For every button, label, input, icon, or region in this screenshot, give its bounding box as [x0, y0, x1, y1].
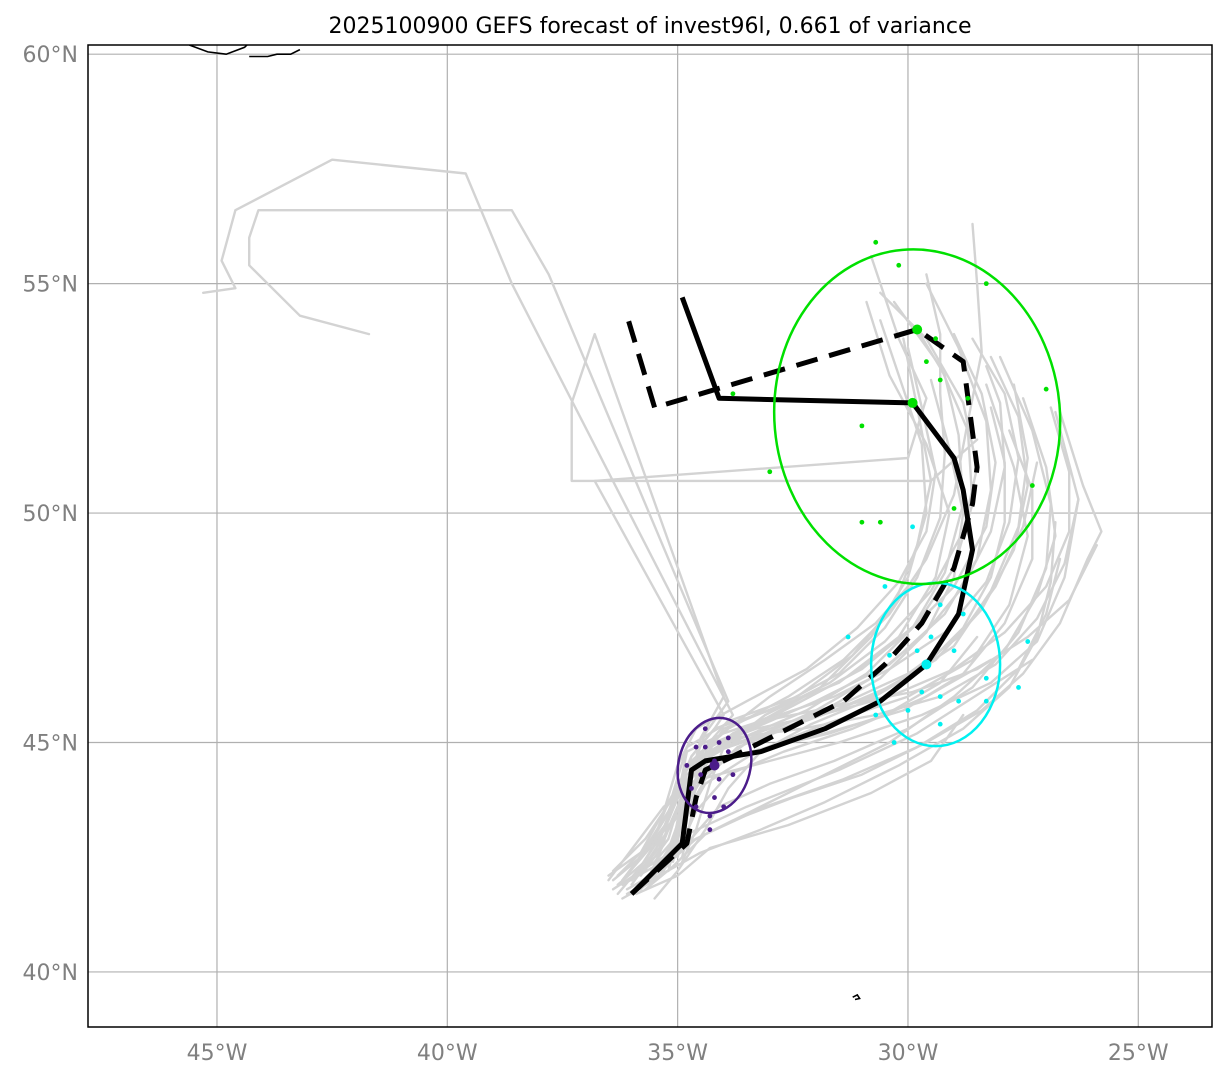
member-position-mid [1025, 639, 1031, 644]
member-position-mid [960, 611, 966, 617]
y-tick-label: 40°N [23, 961, 78, 986]
member-position-early [725, 735, 731, 741]
member-position-early [693, 804, 699, 810]
map-frame [87, 44, 1213, 1028]
member-track [681, 585, 910, 859]
y-tick-label: 45°N [23, 731, 78, 756]
member-position-mid [891, 740, 897, 745]
mean-position-early [709, 760, 720, 771]
uncertainty-ellipses [676, 239, 1062, 833]
member-track [644, 557, 1062, 891]
coastline-1 [249, 48, 301, 58]
member-position-early [707, 813, 713, 819]
member-position-mid [951, 648, 957, 654]
map-title: 2025100900 GEFS forecast of invest96l, 0… [329, 14, 972, 39]
coastline-0 [189, 45, 249, 56]
member-track [625, 521, 1057, 896]
member-track [621, 222, 983, 882]
member-position-mid [914, 648, 920, 654]
member-track [681, 291, 979, 863]
member-track [201, 158, 735, 868]
member-position-late [965, 395, 971, 401]
member-position-late [767, 469, 773, 475]
member-track [616, 406, 1071, 877]
member-position-mid [937, 602, 943, 608]
y-tick-label: 60°N [23, 43, 78, 68]
mean-track-dashed [624, 314, 980, 896]
member-position-early [702, 744, 708, 750]
member-position-mid [956, 698, 962, 704]
member-position-late [859, 519, 865, 525]
member-position-early [721, 804, 727, 810]
coastline-2 [852, 993, 861, 1001]
member-position-mid [882, 584, 888, 589]
ellipse-late [772, 248, 1062, 586]
member-position-early [716, 776, 722, 782]
member-position-late [873, 239, 879, 245]
member-position-early [693, 744, 699, 750]
x-tick-label: 45°W [187, 1041, 248, 1066]
plot-area [189, 45, 1103, 1001]
member-position-early [725, 749, 731, 755]
member-position-mid [983, 698, 989, 704]
member-track [611, 544, 1099, 882]
member-position-early [702, 726, 708, 732]
member-position-late [923, 359, 929, 365]
member-position-late [1043, 386, 1049, 392]
member-position-late [877, 519, 883, 525]
member-track [607, 346, 937, 877]
member-position-early [730, 772, 736, 778]
member-position-late [937, 377, 943, 383]
member-position-mid [905, 707, 911, 713]
y-tick-label: 50°N [23, 502, 78, 527]
coastlines [189, 45, 861, 1001]
ellipse-early [676, 716, 753, 815]
member-track [644, 337, 933, 886]
member-position-mid [845, 634, 851, 640]
mean-position-mid [921, 659, 932, 670]
member-position-late [933, 336, 939, 342]
x-tick-label: 25°W [1108, 1041, 1169, 1066]
member-position-late [730, 391, 736, 397]
member-position-early [712, 795, 717, 800]
member-track [593, 254, 928, 882]
member-position-late [983, 281, 989, 287]
axis-tick-labels: 45°W 40°W 35°W 30°W 25°W 60°N 55°N 50°N 45°N 40°N [23, 43, 1169, 1066]
member-position-mid [887, 652, 892, 658]
member-track [607, 410, 1080, 882]
member-position-early [689, 785, 694, 791]
member-track [653, 383, 1029, 873]
member-position-late [1029, 483, 1035, 488]
member-track [635, 713, 965, 896]
member-track [653, 406, 1006, 900]
member-position-early [716, 740, 722, 745]
member-position-mid [1016, 685, 1021, 690]
member-position-mid [910, 524, 915, 530]
member-position-early [684, 763, 690, 768]
member-position-early [698, 772, 704, 778]
member-position-late [896, 262, 902, 268]
member-position-mid [983, 675, 989, 681]
member-track [611, 300, 951, 873]
member-position-mid [937, 694, 943, 700]
member-position-late [859, 423, 865, 429]
y-tick-label: 55°N [23, 273, 78, 298]
mean-position-late [912, 324, 923, 335]
x-tick-label: 30°W [878, 1041, 939, 1066]
member-position-mid [937, 721, 943, 727]
member-track [247, 208, 730, 859]
x-tick-label: 35°W [647, 1041, 708, 1066]
member-position-mid [873, 712, 879, 718]
mean-position-late-alt [907, 397, 918, 408]
member-position-late [951, 506, 957, 511]
member-position-mid [928, 634, 934, 640]
x-tick-label: 40°W [417, 1041, 478, 1066]
member-position-mid [919, 689, 925, 695]
member-track [630, 332, 997, 882]
member-position-early [707, 827, 713, 833]
